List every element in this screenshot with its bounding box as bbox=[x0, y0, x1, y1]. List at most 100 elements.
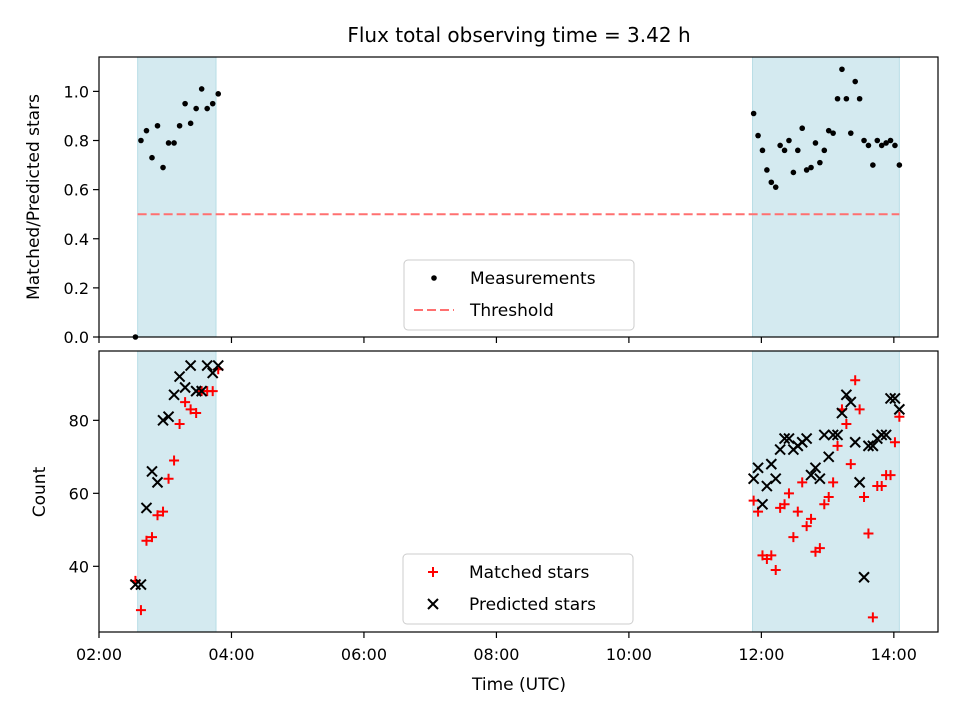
data-point bbox=[140, 502, 153, 514]
data-point bbox=[201, 359, 213, 372]
data-point bbox=[135, 605, 146, 616]
data-point bbox=[761, 480, 773, 492]
data-point bbox=[160, 164, 166, 171]
data-point bbox=[152, 510, 163, 521]
data-point bbox=[887, 137, 894, 144]
data-point bbox=[180, 397, 191, 408]
data-point bbox=[821, 147, 828, 154]
data-point bbox=[819, 499, 830, 510]
observing-window-0 bbox=[137, 56, 217, 338]
data-point bbox=[889, 437, 900, 448]
data-point bbox=[157, 414, 169, 427]
data-point bbox=[792, 506, 803, 517]
data-point bbox=[893, 403, 906, 416]
data-point bbox=[146, 532, 157, 543]
data-point bbox=[783, 488, 794, 499]
legend-plus-swatch bbox=[428, 567, 438, 577]
data-point bbox=[830, 130, 836, 136]
legend: Matched stars Predicted stars bbox=[402, 553, 634, 625]
count-panel: 40 60 80 02:00 04:00 06:00 08:00 10:00 12:00 14:0… bbox=[69, 350, 939, 664]
data-point bbox=[207, 386, 218, 397]
y-ticks: 0.0 0.2 0.4 0.6 0.8 1.0 bbox=[64, 82, 99, 347]
data-point bbox=[788, 532, 799, 543]
y-tick-label: 0.6 bbox=[64, 181, 89, 200]
x-tick-label: 14:00 bbox=[871, 645, 917, 664]
legend: Measurements Threshold bbox=[403, 259, 635, 331]
data-point bbox=[878, 142, 885, 149]
legend-box bbox=[402, 553, 634, 625]
data-point bbox=[876, 481, 887, 492]
legend-x-swatch bbox=[427, 598, 439, 610]
data-point bbox=[801, 521, 812, 532]
data-point bbox=[823, 491, 834, 502]
data-point bbox=[204, 105, 210, 112]
data-point bbox=[168, 389, 180, 401]
data-point bbox=[752, 462, 764, 474]
data-point bbox=[803, 167, 810, 173]
data-point bbox=[847, 130, 854, 136]
data-point bbox=[779, 499, 790, 510]
data-point bbox=[832, 440, 843, 451]
data-point bbox=[768, 179, 775, 186]
x-tick-label: 04:00 bbox=[208, 645, 254, 664]
data-point bbox=[862, 440, 875, 452]
data-point bbox=[163, 473, 174, 484]
data-point bbox=[135, 578, 147, 591]
data-point bbox=[843, 95, 850, 102]
x-tick-label: 10:00 bbox=[606, 645, 652, 664]
data-point bbox=[766, 550, 777, 561]
data-point bbox=[825, 127, 832, 134]
x-tick-label: 12:00 bbox=[738, 645, 784, 664]
legend-label: Threshold bbox=[469, 301, 554, 321]
data-point bbox=[141, 535, 152, 546]
data-point bbox=[870, 162, 876, 168]
data-point bbox=[193, 105, 199, 112]
data-point bbox=[880, 429, 892, 441]
data-point bbox=[778, 432, 791, 445]
data-point bbox=[176, 122, 183, 129]
data-point bbox=[834, 95, 841, 102]
x-tick-label: 02:00 bbox=[76, 645, 122, 664]
data-point bbox=[836, 407, 848, 419]
data-point bbox=[770, 473, 782, 485]
data-point bbox=[854, 404, 865, 415]
y-tick-label: 0.0 bbox=[64, 328, 89, 347]
data-point bbox=[850, 375, 861, 386]
data-point bbox=[859, 491, 870, 502]
data-point bbox=[805, 469, 817, 481]
data-point bbox=[750, 110, 757, 117]
observing-window-1 bbox=[752, 350, 900, 633]
data-point bbox=[867, 612, 878, 623]
x-ticks: 02:00 04:00 06:00 08:00 10:00 12:00 14:00 bbox=[76, 632, 917, 664]
data-point bbox=[799, 125, 806, 132]
data-point bbox=[874, 137, 881, 144]
data-point bbox=[759, 147, 766, 154]
legend-label: Matched stars bbox=[469, 563, 589, 583]
legend-dot-swatch bbox=[431, 275, 437, 281]
data-point bbox=[171, 140, 177, 146]
data-point bbox=[896, 162, 903, 168]
data-point bbox=[858, 571, 870, 583]
data-point bbox=[212, 359, 224, 372]
data-point bbox=[209, 100, 216, 107]
data-point bbox=[806, 513, 817, 524]
data-point bbox=[756, 498, 769, 510]
data-point bbox=[149, 154, 155, 161]
data-point bbox=[814, 473, 826, 485]
x-tick-label: 08:00 bbox=[473, 645, 519, 664]
data-point bbox=[191, 408, 202, 419]
y-tick-label: 0.4 bbox=[64, 230, 89, 249]
data-point bbox=[772, 184, 779, 190]
data-point bbox=[765, 458, 778, 470]
y-tick-label: 80 bbox=[69, 411, 89, 430]
y-ticks: 40 60 80 bbox=[69, 411, 99, 576]
y-tick-label: 40 bbox=[69, 557, 89, 576]
data-point bbox=[794, 147, 801, 154]
data-point bbox=[823, 451, 835, 463]
data-point bbox=[764, 167, 770, 173]
data-point bbox=[158, 506, 169, 517]
data-point bbox=[770, 564, 781, 575]
data-point bbox=[809, 462, 822, 474]
data-point bbox=[863, 528, 874, 539]
